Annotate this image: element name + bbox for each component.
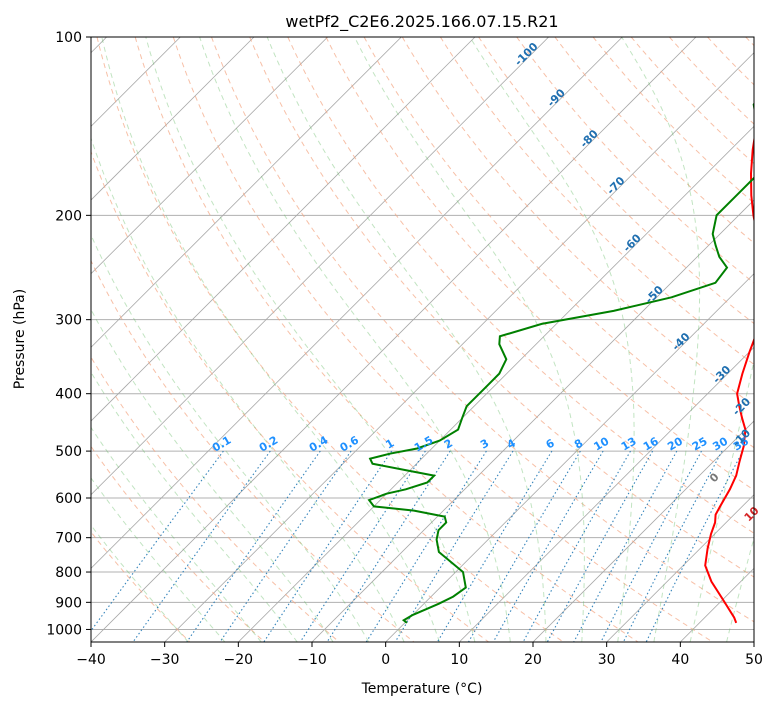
x-tick-label: 10 [450, 652, 468, 668]
dry-adiabat [592, 37, 754, 204]
moist-adiabat [101, 37, 440, 642]
dry-adiabat [96, 37, 564, 642]
moist-adiabat [266, 37, 547, 642]
x-tick-label: −40 [76, 652, 106, 668]
mixing-ratio-line [573, 450, 678, 642]
mixing-ratio-line [365, 450, 487, 642]
x-tick-label: −20 [224, 652, 254, 668]
isotherm-line [606, 494, 754, 642]
x-tick-label: −10 [297, 652, 327, 668]
moist-adiabat [145, 37, 476, 642]
mixing-ratio-line [468, 450, 581, 642]
plot-area [91, 37, 754, 642]
dry-adiabat [211, 37, 754, 623]
grid-layer [91, 37, 754, 642]
isotherm-line [385, 273, 754, 642]
dry-adiabat [516, 37, 754, 284]
x-axis: −40 −30 −20 −10 0 10 20 30 40 50 [76, 642, 763, 668]
y-tick-label: 300 [55, 313, 82, 329]
isotherm-line [164, 52, 754, 642]
moist-adiabat [354, 37, 585, 642]
dewpoint-profile [367, 102, 754, 624]
dry-adiabat [249, 37, 754, 578]
dry-adiabat [91, 531, 191, 642]
moist-adiabat [91, 233, 370, 642]
y-axis: 100 200 300 400 500 600 700 800 900 1000 [46, 30, 91, 638]
isotherm-line [91, 37, 549, 496]
isotherm-line [532, 420, 754, 642]
isotherm-line [238, 125, 754, 642]
y-tick-label: 900 [55, 595, 82, 611]
dry-adiabat [439, 37, 754, 366]
isotherm-line [91, 37, 476, 422]
y-tick-label: 500 [55, 444, 82, 460]
mixing-ratio-line [546, 450, 654, 642]
dry-adiabat [401, 37, 754, 407]
mixing-ratio-line [522, 450, 631, 642]
x-tick-label: 40 [671, 652, 689, 668]
mixing-ratio-line [600, 450, 702, 642]
mixing-ratio-line [219, 450, 352, 642]
dry-adiabat [478, 37, 754, 325]
isotherm-line [91, 37, 697, 642]
overlay-lines [91, 37, 754, 642]
isotherm-line [459, 346, 754, 642]
moist-adiabat [91, 477, 226, 642]
x-tick-label: 50 [745, 652, 763, 668]
y-tick-label: 700 [55, 531, 82, 547]
x-axis-label: Temperature (°C) [361, 681, 483, 697]
dry-adiabat [363, 37, 754, 449]
moist-adiabat [91, 524, 189, 642]
temperature-profile [704, 135, 754, 624]
mixing-ratio-line [492, 450, 604, 642]
moist-adiabat [91, 426, 262, 642]
dry-adiabat [630, 37, 754, 165]
mixing-ratio-line [394, 450, 514, 642]
isotherm-line [91, 37, 328, 275]
x-tick-label: 30 [598, 652, 616, 668]
y-tick-label: 800 [55, 565, 82, 581]
isotherm-line [753, 641, 754, 642]
y-tick-label: 100 [55, 30, 82, 46]
plot-frame [90, 36, 755, 643]
y-tick-label: 600 [55, 491, 82, 507]
x-tick-label: 0 [381, 652, 390, 668]
dry-adiabat [91, 259, 415, 642]
series-layer [367, 102, 754, 624]
dry-adiabat [172, 37, 713, 642]
dry-adiabat [134, 37, 639, 642]
x-tick-label: −30 [150, 652, 180, 668]
moist-adiabat [91, 371, 298, 642]
isotherm-line [91, 37, 402, 348]
y-tick-label: 400 [55, 387, 82, 403]
mixing-ratio-line [436, 450, 553, 642]
mixing-ratio-line [622, 450, 723, 642]
mixing-ratio-line [132, 450, 271, 642]
moist-adiabat [91, 136, 405, 642]
x-tick-label: 20 [524, 652, 542, 668]
isotherm-line [91, 37, 255, 201]
moist-adiabat [621, 37, 701, 642]
y-tick-label: 200 [55, 208, 82, 224]
isotherm-line [91, 37, 623, 569]
dry-adiabat [91, 445, 265, 642]
y-tick-label: 1000 [46, 622, 82, 638]
mixing-ratio-line [186, 450, 321, 642]
chart-title: wetPf2_C2E6.2025.166.07.15.R21 [285, 12, 558, 32]
y-axis-label: Pressure (hPa) [12, 289, 28, 389]
isotherm-line [311, 199, 754, 642]
